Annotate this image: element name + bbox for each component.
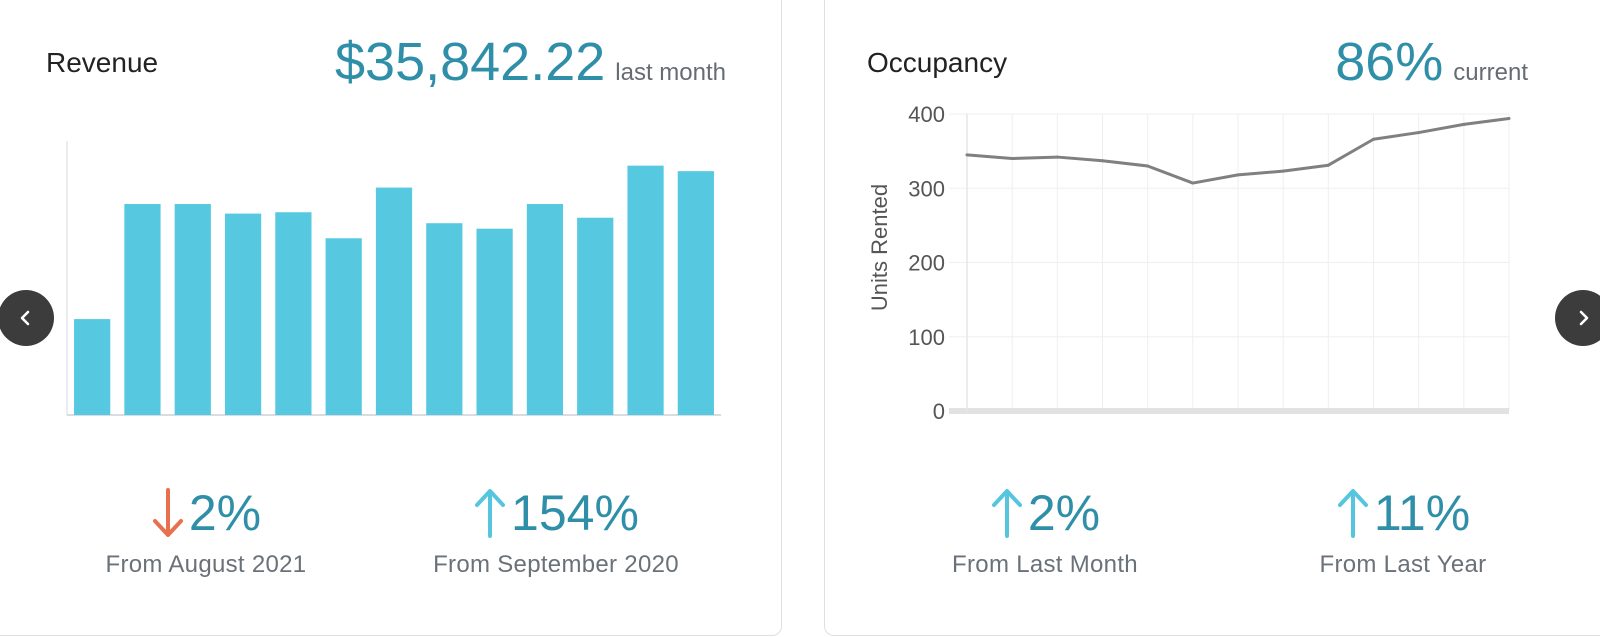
occupancy-line-chart: 0 100 200 300 400 Units Rented [867, 102, 1511, 424]
y-tick-label: 100 [908, 325, 945, 350]
bar[interactable] [677, 171, 714, 415]
occupancy-stat-year: 11% From Last Year [1243, 481, 1563, 579]
occupancy-year-percent: 11% [1373, 485, 1471, 541]
revenue-month-caption: From August 2021 [105, 551, 307, 578]
bar[interactable] [627, 165, 664, 415]
occupancy-title: Occupancy [867, 47, 1008, 78]
bar[interactable] [174, 204, 211, 415]
occupancy-headline: 86% current [1335, 27, 1528, 97]
data-point[interactable] [1372, 137, 1375, 141]
revenue-stat-year: 154% From September 2020 [396, 481, 716, 579]
arrow-up-icon [991, 489, 1022, 538]
carousel-next-button[interactable] [1555, 290, 1600, 346]
revenue-year-percent: 154% [511, 485, 639, 541]
arrow-up-icon [1337, 489, 1368, 538]
bar[interactable] [224, 213, 262, 415]
chevron-left-icon [20, 310, 30, 326]
y-tick-label: 0 [933, 399, 945, 424]
data-point[interactable] [1326, 163, 1330, 167]
y-axis-label: Units Rented [867, 184, 892, 311]
data-point[interactable] [1055, 155, 1059, 159]
revenue-value-caption: last month [615, 59, 726, 86]
bar[interactable] [526, 204, 564, 415]
bar[interactable] [577, 217, 614, 415]
revenue-headline: $35,842.22 last month [335, 27, 726, 97]
data-point[interactable] [1507, 116, 1511, 120]
carousel-prev-button[interactable] [0, 290, 54, 346]
occupancy-year-caption: From Last Year [1319, 551, 1487, 578]
chevron-right-icon [1579, 310, 1589, 326]
revenue-bar-chart [66, 141, 721, 416]
bar[interactable] [375, 187, 413, 415]
occupancy-value-caption: current [1453, 59, 1528, 86]
data-point[interactable] [1146, 164, 1150, 168]
revenue-year-caption: From September 2020 [433, 551, 679, 578]
arrow-up-icon [475, 489, 506, 538]
occupancy-stat-month: 2% From Last Month [885, 481, 1205, 579]
data-point[interactable] [1417, 131, 1421, 135]
y-tick-label: 400 [908, 102, 945, 127]
revenue-value: $35,842.22 [335, 32, 606, 92]
y-tick-label: 200 [908, 251, 945, 276]
bar[interactable] [74, 319, 111, 415]
bar[interactable] [476, 228, 513, 415]
revenue-card: Revenue $35,842.22 last month 2% From Au… [0, 0, 782, 636]
data-point[interactable] [1101, 159, 1104, 163]
bar[interactable] [124, 204, 161, 415]
data-point[interactable] [965, 153, 969, 157]
occupancy-card: Occupancy 86% current 0 100 200 300 400 Units… [824, 0, 1600, 636]
data-point[interactable] [1281, 169, 1285, 173]
arrow-down-icon [152, 488, 183, 537]
revenue-month-percent: 2% [188, 485, 262, 541]
occupancy-month-percent: 2% [1027, 485, 1101, 541]
bar[interactable] [325, 238, 362, 415]
bar[interactable] [275, 212, 312, 415]
data-point[interactable] [1010, 157, 1014, 161]
bar[interactable] [426, 223, 463, 415]
occupancy-month-caption: From Last Month [952, 551, 1138, 578]
occupancy-value: 86% [1335, 32, 1444, 92]
y-tick-label: 300 [908, 176, 945, 201]
data-point[interactable] [1236, 173, 1240, 177]
data-point[interactable] [1191, 181, 1195, 185]
revenue-title: Revenue [46, 47, 159, 78]
data-point[interactable] [1462, 122, 1466, 126]
revenue-stat-month: 2% From August 2021 [46, 481, 366, 579]
